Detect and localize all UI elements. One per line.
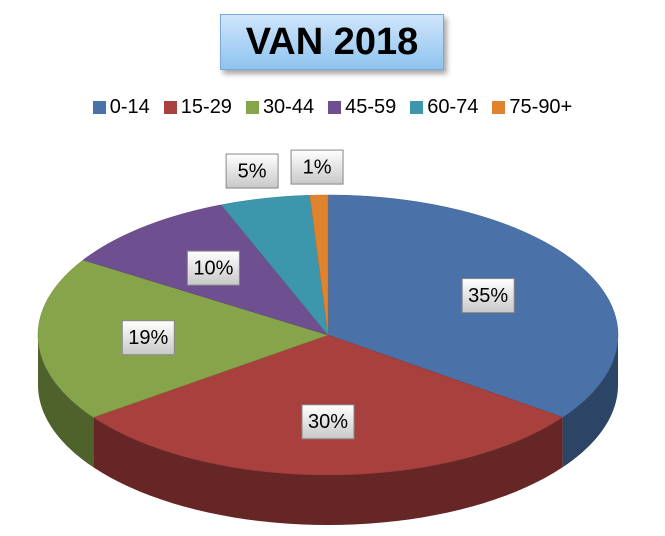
slice-side bbox=[562, 335, 618, 468]
slice bbox=[220, 195, 329, 336]
legend-label: 45-59 bbox=[345, 96, 397, 118]
data-label-box bbox=[225, 153, 279, 189]
data-label: 30% bbox=[308, 411, 348, 433]
legend-item: 75-90+ bbox=[492, 96, 572, 119]
slice-side bbox=[93, 417, 563, 525]
slice bbox=[309, 194, 329, 336]
legend-item: 15-29 bbox=[163, 96, 232, 119]
legend-swatch bbox=[92, 101, 106, 114]
legend: 0-14 15-29 30-44 45-59 60-74 75-90+ bbox=[0, 96, 665, 119]
legend-item: 0-14 bbox=[92, 96, 150, 119]
data-label-box bbox=[301, 404, 355, 440]
chart-title: VAN 2018 bbox=[220, 14, 444, 70]
legend-swatch bbox=[492, 101, 506, 114]
slice-side bbox=[38, 335, 94, 468]
slice bbox=[37, 259, 329, 418]
legend-item: 45-59 bbox=[328, 96, 396, 119]
legend-label: 75-90+ bbox=[509, 96, 573, 118]
legend-item: 30-44 bbox=[245, 96, 315, 119]
legend-label: 30-44 bbox=[262, 96, 315, 118]
data-label: 1% bbox=[303, 156, 332, 178]
data-label-box bbox=[290, 149, 344, 185]
legend-label: 60-74 bbox=[427, 96, 479, 118]
data-label: 35% bbox=[468, 285, 508, 307]
data-label-box bbox=[121, 320, 175, 356]
legend-swatch bbox=[328, 101, 342, 114]
legend-swatch bbox=[245, 101, 259, 114]
legend-swatch bbox=[163, 101, 177, 114]
legend-label: 15-29 bbox=[180, 96, 232, 118]
data-label-box bbox=[186, 250, 240, 286]
legend-swatch bbox=[410, 101, 424, 114]
data-label: 19% bbox=[128, 327, 168, 349]
legend-item: 60-74 bbox=[410, 96, 478, 119]
data-label-box bbox=[461, 278, 515, 314]
legend-label: 0-14 bbox=[109, 96, 150, 118]
data-label: 5% bbox=[238, 160, 267, 182]
data-label: 10% bbox=[193, 257, 233, 279]
